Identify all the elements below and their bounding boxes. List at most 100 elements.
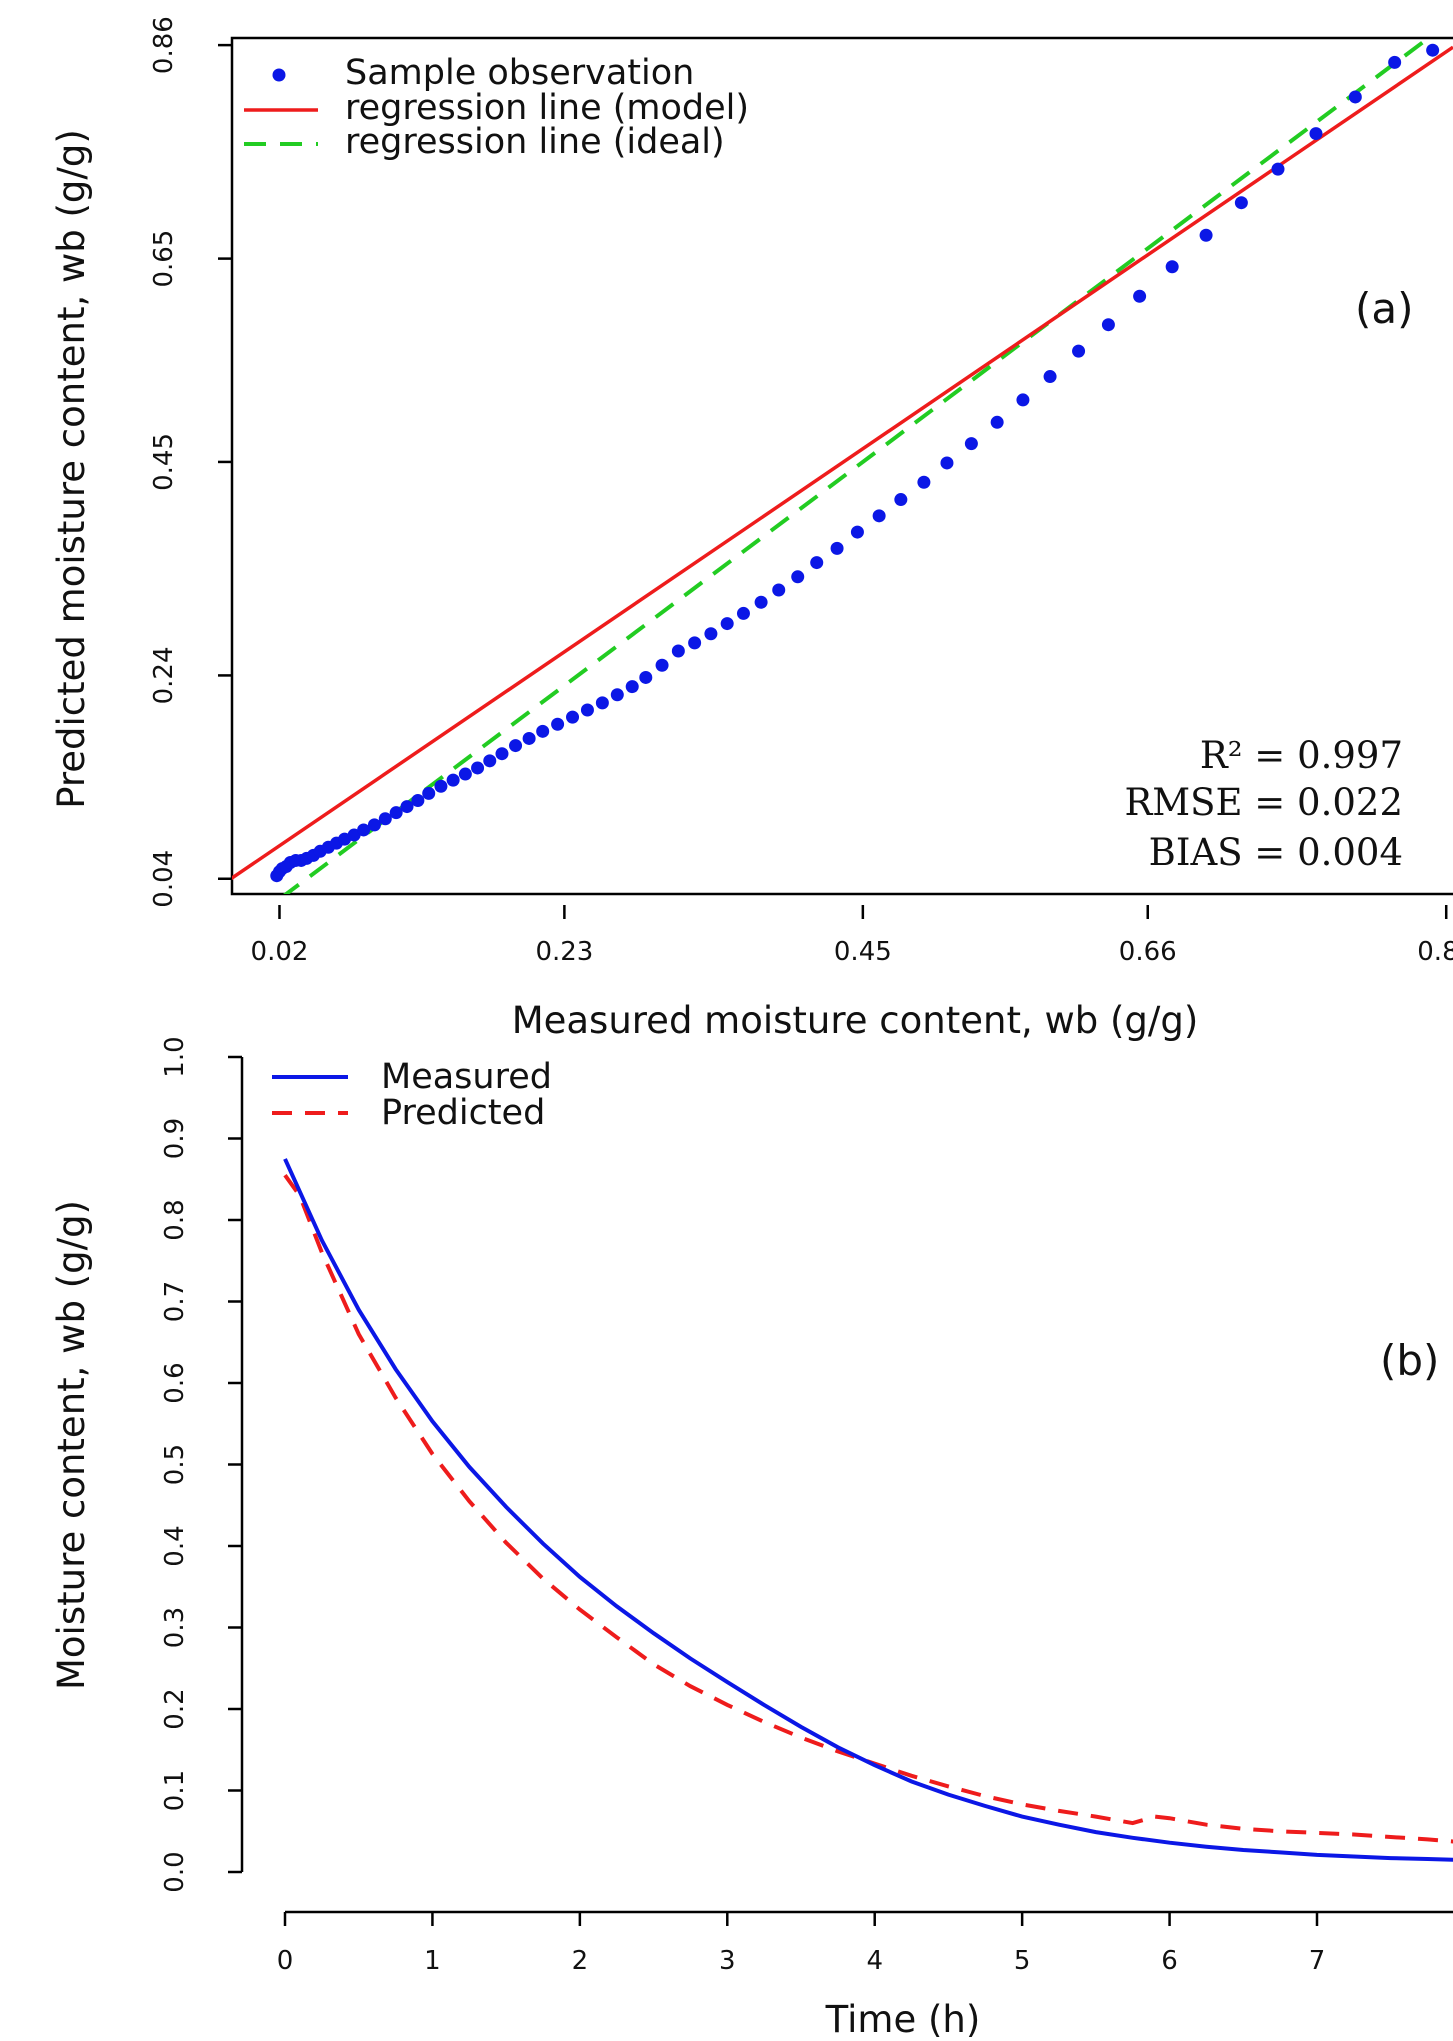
sample-observation-point [688,636,702,650]
sample-observation-point [522,731,536,745]
panel-b-y-tick-label: 0.6 [160,1362,190,1403]
legend-label-sample-observation: Sample observation [345,53,694,93]
stat-r-squared: R² = 0.997 [1200,734,1403,777]
panel-b-x-axis-label: Time (h) [825,1998,981,2041]
sample-observation-point [1309,127,1323,141]
legend-label-ideal: regression line (ideal) [345,122,725,162]
sample-observation-point [1348,90,1362,104]
stat-bias: BIAS = 0.004 [1149,831,1403,874]
sample-observation-point [1234,196,1248,210]
panel-b-y-tick-label: 0.9 [160,1118,190,1159]
measured-curve [283,1158,1453,1862]
panel-b-label: (b) [1380,1336,1439,1385]
legend-label-model: regression line (model) [345,88,749,128]
sample-observation-point [434,779,448,793]
sample-observation-point [551,717,565,731]
sample-observation-point [1426,43,1440,57]
stat-rmse: RMSE = 0.022 [1124,781,1403,824]
panel-b-x-tick-label: 1 [424,1946,441,1976]
panel-a-y-axis-label: Predicted moisture content, wb (g/g) [50,129,93,809]
model-regression-line [232,45,1453,881]
sample-observation-point [495,747,509,761]
panel-b-y-tick-label: 0.5 [160,1444,190,1485]
sample-observation-point [1016,393,1030,407]
panel-b-y-tick-label: 0.0 [160,1851,190,1892]
panel-b-x-tick-label: 0 [277,1946,294,1976]
panel-b-legend: Measured Predicted [272,1057,552,1133]
panel-a-x-tick-label: 0.66 [1119,937,1177,967]
legend-label-measured: Measured [381,1057,552,1097]
panel-a-y-tick-label: 0.04 [149,850,179,908]
sample-observation-point [639,670,653,684]
panel-a-x-axis: 0.02 0.23 0.45 0.66 0.88 [251,905,1453,967]
panel-a-x-axis-label: Measured moisture content, wb (g/g) [512,999,1199,1042]
sample-observation-point [458,767,472,781]
sample-observation-point [736,606,750,620]
panel-a-plot-frame [230,36,1453,896]
sample-observation-point [347,828,361,842]
sample-observation-point [566,710,580,724]
panel-b-y-tick-label: 0.1 [160,1770,190,1811]
sample-observation-point [917,475,931,489]
sample-observation-point [1388,55,1402,69]
legend-label-predicted: Predicted [381,1093,545,1133]
panel-b-y-tick-label: 0.4 [160,1525,190,1566]
panel-b-y-tick-label: 0.7 [160,1281,190,1322]
sample-observation-point [1165,260,1179,274]
sample-observation-point [990,415,1004,429]
panel-b-x-tick-label: 6 [1161,1946,1178,1976]
panel-b-x-tick-label: 5 [1014,1946,1031,1976]
sample-observation-point [810,556,824,570]
sample-observation-point [536,724,550,738]
sample-observation-point [389,806,403,820]
predicted-curve [283,1174,1453,1844]
panel-a-scatter: 0.02 0.23 0.45 0.66 0.88 0.04 0.24 0.45 0.65 0.8… [50,16,1453,1042]
sample-observation-point [894,493,908,507]
panel-b-y-axis-label: Moisture content, wb (g/g) [50,1200,93,1690]
sample-observation-point [1101,318,1115,332]
sample-observation-point [964,437,978,451]
sample-observation-point [446,773,460,787]
panel-b-x-tick-label: 3 [719,1946,736,1976]
sample-observation-point [1271,162,1285,176]
sample-observation-point [1133,289,1147,303]
sample-observation-point [754,595,768,609]
sample-observation-point [772,583,786,597]
sample-observation-point [1072,344,1086,358]
sample-observation-point [940,456,954,470]
panel-a-y-tick-label: 0.86 [149,16,179,74]
sample-observation-point [850,525,864,539]
panel-a-x-tick-label: 0.88 [1417,937,1453,967]
panel-a-stats: R² = 0.997 RMSE = 0.022 BIAS = 0.004 [1124,734,1403,874]
sample-observation-point [655,658,669,672]
legend-marker-sample-observation [272,68,286,82]
panel-b-x-axis: 0 1 2 3 4 5 6 7 [277,1910,1453,1976]
panel-a-y-axis: 0.04 0.24 0.45 0.65 0.86 [149,16,232,908]
sample-observation-point [483,754,497,768]
sample-observation-point [357,823,371,837]
sample-observation-point [610,688,624,702]
sample-observation-point [1043,370,1057,384]
sample-observation-point [400,800,414,814]
sample-observation-point [791,570,805,584]
sample-observation-point [471,761,485,775]
sample-observation-point [580,703,594,717]
panel-a-label: (a) [1355,284,1414,333]
sample-observation-point [422,786,436,800]
panel-a-y-tick-label: 0.24 [149,646,179,704]
sample-observation-point [595,696,609,710]
sample-observation-points [270,43,1440,883]
sample-observation-point [830,541,844,555]
sample-observation-point [367,818,381,832]
panel-b-x-tick-label: 4 [866,1946,883,1976]
sample-observation-point [720,617,734,631]
sample-observation-point [625,680,639,694]
panel-b-y-axis: 0.0 0.1 0.2 0.3 0.4 0.5 0.6 0.7 0.8 0.9 1.0 [160,1036,244,1893]
panel-b-x-tick-label: 7 [1309,1946,1326,1976]
sample-observation-point [872,509,886,523]
sample-observation-point [1199,228,1213,242]
panel-a-x-tick-label: 0.45 [834,937,892,967]
panel-b-y-tick-label: 0.8 [160,1199,190,1240]
panel-b-y-tick-label: 0.3 [160,1607,190,1648]
